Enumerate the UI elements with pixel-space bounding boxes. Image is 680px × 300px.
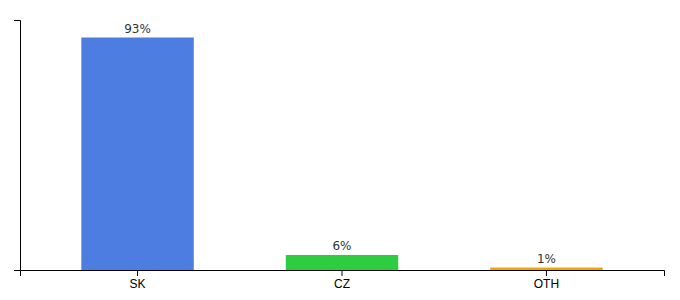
x-axis-line [21, 271, 665, 277]
bar [81, 38, 193, 271]
plot: 93% 6% 1% SK CZ OTH [14, 21, 665, 291]
bar [490, 268, 602, 271]
x-tick-mark [137, 270, 138, 276]
bars [81, 38, 602, 271]
chart: 93% 6% 1% SK CZ OTH [0, 0, 680, 300]
x-tick: CZ [334, 270, 350, 291]
x-axis: SK CZ OTH [21, 270, 665, 291]
x-tick-mark [546, 270, 547, 276]
y-axis [14, 21, 21, 271]
y-axis-line [14, 21, 21, 271]
data-label: 1% [537, 252, 556, 266]
data-labels: 93% 6% 1% [124, 22, 556, 266]
x-tick-label: OTH [534, 277, 559, 291]
x-tick: OTH [534, 270, 559, 291]
x-tick: SK [130, 270, 146, 291]
x-tick-mark [342, 270, 343, 276]
x-tick-label: CZ [334, 277, 350, 291]
data-label: 93% [124, 22, 151, 36]
data-label: 6% [332, 239, 351, 253]
bar [286, 255, 398, 270]
x-tick-label: SK [130, 277, 146, 291]
